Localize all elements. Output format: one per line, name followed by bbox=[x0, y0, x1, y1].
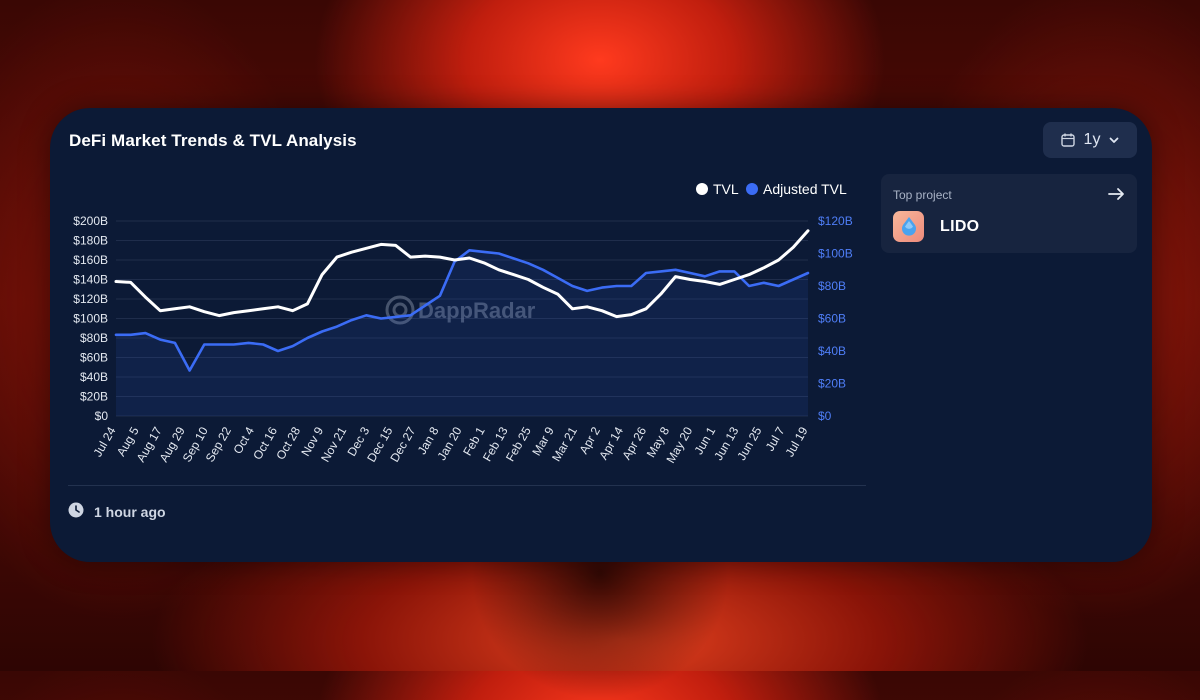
period-selector-button[interactable]: 1y bbox=[1043, 122, 1137, 158]
adjusted-tvl-series-line bbox=[114, 249, 810, 372]
y-left-tick-label: $80B bbox=[80, 331, 108, 345]
y-right-tick-label: $0 bbox=[818, 409, 832, 423]
chart-legend: Adjusted TVL TVL bbox=[696, 181, 847, 197]
clock-icon bbox=[68, 502, 84, 521]
tvl-series-line bbox=[114, 229, 810, 319]
card-title: DeFi Market Trends & TVL Analysis bbox=[69, 131, 357, 150]
y-left-tick-label: $0 bbox=[95, 409, 109, 423]
y-left-tick-label: $180B bbox=[73, 234, 108, 248]
top-project-card[interactable]: Top project LIDO bbox=[881, 174, 1137, 253]
y-right-tick-label: $60B bbox=[818, 312, 846, 326]
top-project-label: Top project bbox=[893, 188, 952, 202]
last-updated: 1 hour ago bbox=[68, 502, 166, 521]
y-axis-left: $0 $20B $40B $60B $80B $100B $120B $140B $160B $1… bbox=[73, 214, 108, 423]
series-layer bbox=[114, 229, 810, 416]
y-left-tick-label: $160B bbox=[73, 253, 108, 267]
y-right-tick-label: $20B bbox=[818, 377, 846, 391]
divider bbox=[68, 485, 866, 486]
legend-swatch bbox=[696, 183, 708, 195]
y-left-tick-label: $200B bbox=[73, 214, 108, 228]
watermark-text: DappRadar bbox=[418, 298, 536, 323]
x-tick-label: Jun 25 bbox=[734, 424, 764, 462]
x-tick-label: Jan 20 bbox=[434, 424, 464, 462]
legend-label: TVL bbox=[713, 181, 739, 197]
x-tick-label: Oct 28 bbox=[273, 424, 303, 462]
y-right-tick-label: $40B bbox=[818, 344, 846, 358]
y-right-tick-label: $80B bbox=[818, 279, 846, 293]
legend-label: Adjusted TVL bbox=[763, 181, 847, 197]
y-left-tick-label: $120B bbox=[73, 292, 108, 306]
x-tick-label: Jul 24 bbox=[90, 424, 118, 459]
watermark: DappRadar bbox=[385, 295, 536, 325]
arrow-right-icon[interactable] bbox=[1108, 187, 1126, 206]
y-right-tick-label: $100B bbox=[818, 247, 853, 261]
watermark-logo-icon bbox=[385, 295, 415, 325]
period-label: 1y bbox=[1083, 131, 1101, 148]
chevron-down-icon bbox=[1108, 134, 1120, 146]
y-axis-right: $0 $20B $40B $60B $80B $100B $120B bbox=[818, 214, 853, 423]
y-left-tick-label: $40B bbox=[80, 370, 108, 384]
legend-swatch bbox=[746, 183, 758, 195]
top-project-name: LIDO bbox=[940, 218, 980, 235]
tvl-chart: $0 $20B $40B $60B $80B $100B $120B $140B $160B $1… bbox=[50, 168, 880, 498]
x-tick-label: Jul 19 bbox=[782, 424, 810, 459]
y-left-tick-label: $140B bbox=[73, 273, 108, 287]
tvl-analysis-card: DeFi Market Trends & TVL Analysis 1y $0 $… bbox=[50, 108, 1152, 562]
y-right-tick-label: $120B bbox=[818, 214, 853, 228]
y-left-tick-label: $20B bbox=[80, 390, 108, 404]
lido-logo-icon bbox=[893, 211, 924, 242]
calendar-icon bbox=[1060, 132, 1076, 148]
y-left-tick-label: $60B bbox=[80, 351, 108, 365]
x-tick-label: Apr 26 bbox=[619, 424, 649, 462]
y-left-tick-label: $100B bbox=[73, 312, 108, 326]
chart-svg: $0 $20B $40B $60B $80B $100B $120B $140B $160B $1… bbox=[73, 181, 853, 466]
updated-text: 1 hour ago bbox=[94, 503, 166, 520]
adjusted-tvl-area bbox=[116, 250, 808, 416]
